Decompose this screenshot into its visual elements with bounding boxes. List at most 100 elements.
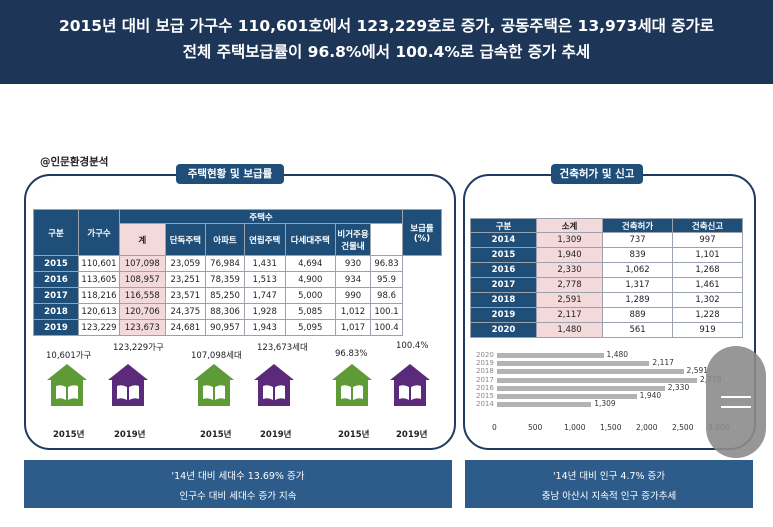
table-row: 2016 113,605 108,957 23,251 78,359 1,513 4,900… [33,271,442,288]
table-cell: 2,778 [536,277,604,293]
icon-value-label: 123,229가구 [113,343,164,353]
col-detached: 단독주택 [164,223,207,256]
table-cell: 85,250 [205,287,245,304]
table-cell: 1,480 [536,322,604,338]
housing-summary-line2: 인구수 대비 세대수 증가 지속 [179,491,297,502]
table-row: 2017 118,216 116,558 23,571 85,250 1,747 5,000… [33,287,442,304]
table-cell: 2,591 [536,292,604,308]
table-cell: 90,957 [205,319,245,336]
permit-col-report: 건축신고 [672,218,743,233]
chart-value-label: 1,480 [606,350,629,359]
icon-value-label: 10,601가구 [46,351,92,361]
permit-table: 구분 소계 건축허가 건축신고 2014 1,309 737 997 2015 1,940… [469,218,743,338]
table-cell: 1,461 [672,277,743,293]
chart-category-label: 2019 [476,359,494,368]
table-row: 2017 2,778 1,317 1,461 [469,277,743,293]
table-cell: 2017 [469,277,538,293]
table-cell: 2018 [33,303,79,320]
chart-x-tick: 0 [492,423,497,432]
chart-bar [497,369,684,375]
table-cell: 24,375 [164,303,207,320]
table-row: 2014 1,309 737 997 [469,232,743,248]
col-households: 가구수 [78,209,120,256]
permit-col-permit: 건축허가 [602,218,674,233]
table-cell: 23,571 [164,287,207,304]
permit-col-gubun: 구분 [469,218,538,233]
table-cell: 110,601 [78,255,120,272]
table-cell: 1,228 [672,307,743,323]
table-cell: 1,017 [335,319,372,336]
icon-year-label: 2015년 [338,430,370,440]
table-cell: 120,706 [119,303,166,320]
icon-year-label: 2015년 [200,430,232,440]
population-summary-line2: 충남 아산시 지속적 인구 증가추세 [541,491,677,502]
table-cell: 76,984 [205,255,245,272]
col-apartment: 아파트 [205,223,245,256]
house-book-icon [194,364,234,406]
table-cell: 2019 [469,307,538,323]
table-cell: 1,513 [243,271,286,288]
table-cell: 123,229 [78,319,120,336]
building-permit-panel-title: 건축허가 및 신고 [551,164,643,184]
chart-bar [497,394,637,399]
chart-value-label: 2,591 [686,366,709,376]
chart-value-label: 2,117 [652,358,674,368]
col-housing: 주택수 [119,209,403,224]
table-cell: 561 [602,322,674,338]
permit-col-subtotal: 소계 [536,218,604,233]
icon-year-label: 2019년 [260,430,292,440]
table-cell: 2018 [469,292,538,308]
table-cell: 120,613 [78,303,120,320]
table-cell: 2020 [469,322,538,338]
table-row: 2015 1,940 839 1,101 [469,247,743,263]
table-cell: 5,095 [284,319,337,336]
table-row: 2016 2,330 1,062 1,268 [469,262,743,278]
table-row: 2019 123,229 123,673 24,681 90,957 1,943 5,095… [33,319,442,336]
chart-bar [497,377,698,383]
table-cell: 2014 [469,232,538,248]
table-cell: 2016 [469,262,538,278]
table-cell: 839 [602,247,674,263]
icon-year-label: 2015년 [53,430,85,440]
icon-year-label: 2019년 [396,430,428,440]
table-cell: 919 [672,322,743,338]
header-title-line2: 전체 주택보급률이 96.8%에서 100.4%로 급속한 증가 추세 [182,43,591,61]
col-rate: 보급률 (%) [402,209,442,256]
table-cell: 1,289 [602,292,674,308]
table-cell: 1,268 [672,262,743,278]
table-cell: 1,302 [672,292,743,308]
table-row: 2018 120,613 120,706 24,375 88,306 1,928 5,085… [33,303,442,320]
table-cell: 737 [602,232,674,248]
table-cell: 108,957 [119,271,166,288]
housing-table: 구분 가구수 주택수 보급률 (%) 계 단독주택 아파트 연립주택 다세대주택… [33,209,442,336]
scroll-handle[interactable] [706,346,766,458]
chart-x-tick: 2,000 [636,423,658,432]
population-summary-banner: '14년 대비 인구 4.7% 증가 충남 아산시 지속적 인구 증가추세 [465,460,753,508]
table-row: 2020 1,480 561 919 [469,322,743,338]
table-cell: 88,306 [205,303,245,320]
icon-value-label: 123,673세대 [257,343,308,353]
table-cell: 1,317 [602,277,674,293]
table-cell: 1,431 [243,255,286,272]
col-non-residential: 비거주용 건물내 [335,223,372,256]
chart-value-label: 2,330 [667,382,690,392]
chart-category-label: 2016 [476,383,494,392]
table-cell: 96.83 [370,255,403,272]
population-summary-line1: '14년 대비 인구 4.7% 증가 [552,471,666,482]
chart-x-tick: 1,500 [600,423,622,432]
chart-category-label: 2020 [476,351,494,359]
chart-value-label: 1,309 [594,399,616,409]
housing-summary-line1: '14년 대비 세대수 13.69% 증가 [171,471,305,482]
table-cell: 116,558 [119,287,166,304]
col-row-house: 연립주택 [243,223,286,256]
house-book-icon [390,364,430,406]
col-gubun: 구분 [33,209,79,256]
table-cell: 4,694 [284,255,337,272]
table-cell: 1,062 [602,262,674,278]
table-row: 2019 2,117 889 1,228 [469,307,743,323]
handle-grip-line [721,406,751,408]
table-cell: 2,117 [536,307,604,323]
table-row: 2015 110,601 107,098 23,059 76,984 1,431 4,694… [33,255,442,272]
table-cell: 95.9 [370,271,403,288]
icon-year-label: 2019년 [114,430,146,440]
